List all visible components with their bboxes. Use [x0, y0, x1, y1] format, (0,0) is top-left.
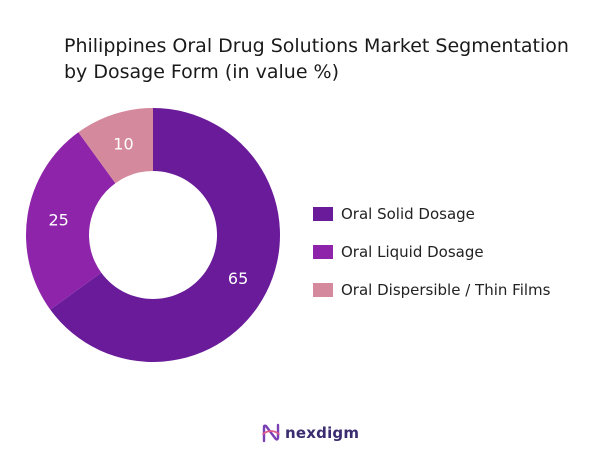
slice-oral-liquid: [26, 132, 116, 310]
legend-item-oral-dispersible: Oral Dispersible / Thin Films: [313, 271, 550, 309]
chart-title: Philippines Oral Drug Solutions Market S…: [64, 35, 569, 83]
legend-swatch-oral-solid: [313, 207, 333, 221]
brand-logo: nexdigm: [261, 422, 359, 444]
nexdigm-logo-icon: [262, 423, 280, 443]
data-label: 25: [48, 211, 68, 230]
brand-name: nexdigm: [285, 424, 360, 442]
slice-oral-solid: [50, 108, 281, 363]
legend-label: Oral Solid Dosage: [341, 205, 475, 223]
chart-legend: Oral Solid Dosage Oral Liquid Dosage Ora…: [313, 195, 550, 309]
data-label: 65: [228, 269, 248, 288]
legend-item-oral-solid: Oral Solid Dosage: [313, 195, 550, 233]
data-label: 10: [113, 135, 133, 154]
legend-label: Oral Liquid Dosage: [341, 243, 484, 261]
legend-swatch-oral-liquid: [313, 245, 333, 259]
legend-swatch-oral-dispersible: [313, 283, 333, 297]
legend-label: Oral Dispersible / Thin Films: [341, 281, 551, 299]
legend-item-oral-liquid: Oral Liquid Dosage: [313, 233, 550, 271]
slice-oral-dispersible: [78, 108, 153, 184]
